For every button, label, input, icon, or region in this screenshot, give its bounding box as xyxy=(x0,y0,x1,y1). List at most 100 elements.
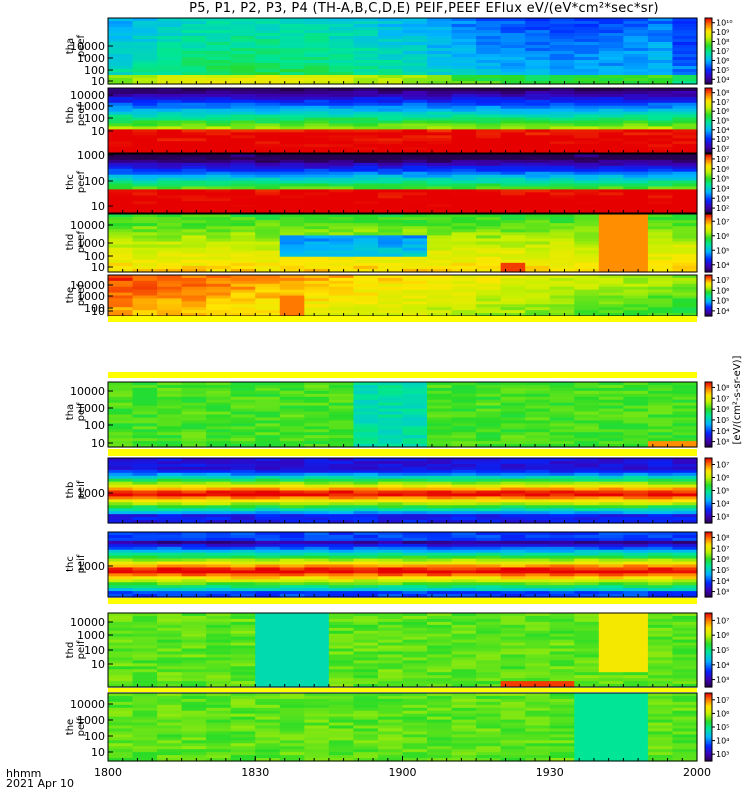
heatmap-cell xyxy=(108,162,134,167)
heatmap-cell xyxy=(328,633,355,638)
heatmap-cell xyxy=(647,487,674,492)
heatmap-cell xyxy=(230,301,256,305)
heatmap-cell xyxy=(255,645,281,650)
heatmap-cell xyxy=(181,669,207,673)
heatmap-cell xyxy=(328,505,355,509)
colorbar-tick-label: 10⁶ xyxy=(716,405,729,414)
heatmap-cell xyxy=(328,195,355,199)
heatmap-cell xyxy=(647,132,674,136)
heatmap-cell xyxy=(377,537,404,542)
heatmap-cell xyxy=(623,402,649,407)
heatmap-cell xyxy=(476,93,502,98)
heatmap-cell xyxy=(206,505,232,509)
heatmap-cell xyxy=(304,511,330,515)
heatmap-cell xyxy=(525,27,551,31)
heatmap-cell xyxy=(672,549,698,554)
heatmap-cell xyxy=(623,24,649,28)
heatmap-cell xyxy=(206,174,232,179)
heatmap-cell xyxy=(377,189,404,193)
heatmap-cell xyxy=(672,295,698,300)
heatmap-cell xyxy=(328,642,355,647)
heatmap-cell xyxy=(476,472,502,477)
heatmap-cell xyxy=(353,639,379,644)
heatmap-cell xyxy=(549,313,575,317)
heatmap-cell xyxy=(353,555,379,560)
heatmap-cell xyxy=(500,114,526,119)
colorbar-cell xyxy=(705,269,712,272)
heatmap-cell xyxy=(402,298,428,302)
heatmap-cell xyxy=(427,259,453,264)
heatmap-cell xyxy=(377,30,404,34)
heatmap-cell xyxy=(500,75,526,79)
heatmap-cell xyxy=(279,496,305,500)
heatmap-cell xyxy=(181,579,207,583)
heatmap-cell xyxy=(206,393,232,398)
heatmap-cell xyxy=(304,666,330,670)
heatmap-cell xyxy=(328,484,355,489)
heatmap-cell xyxy=(476,144,502,148)
heatmap-cell xyxy=(181,505,207,509)
heatmap-cell xyxy=(476,420,502,424)
heatmap-cell xyxy=(451,484,477,489)
heatmap-cell xyxy=(377,217,404,221)
heatmap-cell xyxy=(181,99,207,104)
heatmap-cell xyxy=(476,487,502,492)
heatmap-cell xyxy=(206,534,232,539)
heatmap-cell xyxy=(230,229,256,233)
heatmap-cell xyxy=(598,96,624,101)
heatmap-cell xyxy=(157,120,183,125)
heatmap-cell xyxy=(500,220,526,224)
heatmap-cell xyxy=(230,93,256,98)
heatmap-cell xyxy=(672,207,698,211)
heatmap-cell xyxy=(132,490,158,495)
heatmap-cell xyxy=(279,508,305,512)
heatmap-cell xyxy=(230,627,256,632)
heatmap-cell xyxy=(598,481,624,486)
heatmap-cell xyxy=(451,549,477,554)
heatmap-cell xyxy=(328,60,355,64)
heatmap-cell xyxy=(206,63,232,67)
colorbar-cell xyxy=(705,257,712,260)
heatmap-cell xyxy=(157,195,183,199)
heatmap-cell xyxy=(206,613,232,617)
heatmap-cell xyxy=(157,505,183,509)
heatmap-cell xyxy=(181,78,207,82)
heatmap-cell xyxy=(549,582,575,586)
colorbar-cell xyxy=(705,256,712,259)
heatmap-cell xyxy=(402,45,428,49)
heatmap-cell xyxy=(598,123,624,127)
heatmap-cell xyxy=(181,217,207,221)
heatmap-cell xyxy=(549,277,575,282)
colorbar-cell xyxy=(705,295,712,298)
y-tick-label: 1000 xyxy=(77,560,105,573)
heatmap-cell xyxy=(672,24,698,28)
heatmap-cell xyxy=(157,96,183,101)
heatmap-cell xyxy=(279,517,305,521)
heatmap-cell xyxy=(132,156,158,161)
heatmap-cell xyxy=(157,111,183,116)
heatmap-cell xyxy=(353,144,379,148)
heatmap-cell xyxy=(157,621,183,626)
heatmap-cell xyxy=(328,414,355,419)
heatmap-cell xyxy=(377,180,404,185)
heatmap-cell xyxy=(402,126,428,130)
heatmap-cell xyxy=(574,487,600,492)
heatmap-cell xyxy=(574,226,600,230)
heatmap-cell xyxy=(304,591,330,595)
heatmap-cell xyxy=(230,204,256,208)
heatmap-cell xyxy=(402,283,428,288)
heatmap-cell xyxy=(525,229,551,233)
heatmap-cell xyxy=(157,66,183,70)
heatmap-cell xyxy=(623,111,649,116)
heatmap-cell xyxy=(181,75,207,79)
heatmap-cell xyxy=(353,307,379,311)
heatmap-cell xyxy=(230,108,256,113)
heatmap-cell xyxy=(623,162,649,167)
heatmap-cell xyxy=(451,102,477,107)
heatmap-cell xyxy=(279,78,305,82)
heatmap-cell xyxy=(304,573,330,577)
heatmap-cell xyxy=(108,505,134,509)
heatmap-cell xyxy=(647,150,674,154)
heatmap-cell xyxy=(206,295,232,300)
heatmap-cell xyxy=(623,475,649,480)
